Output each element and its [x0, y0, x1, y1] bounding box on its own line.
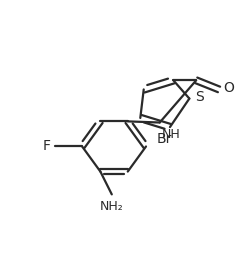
Text: F: F	[42, 139, 50, 153]
Text: Br: Br	[157, 133, 172, 146]
Text: O: O	[223, 81, 234, 95]
Text: NH: NH	[162, 128, 181, 141]
Text: NH₂: NH₂	[100, 200, 124, 213]
Text: S: S	[195, 90, 204, 104]
